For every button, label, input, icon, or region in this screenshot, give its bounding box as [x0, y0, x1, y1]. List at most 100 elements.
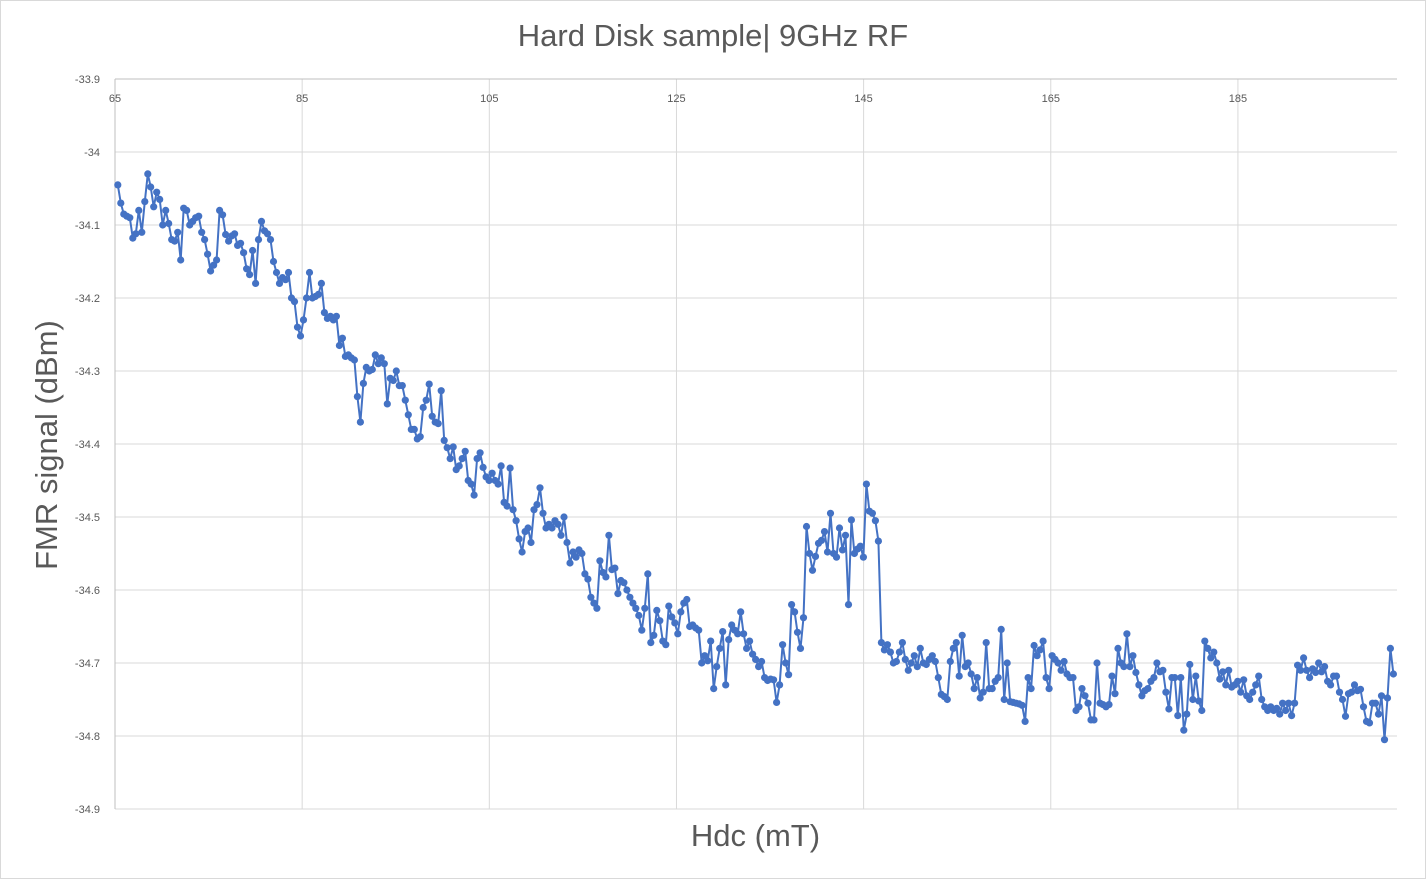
data-point — [970, 685, 978, 693]
data-point — [770, 676, 778, 684]
data-point — [284, 268, 293, 277]
data-point — [1186, 660, 1194, 669]
data-point — [1288, 712, 1296, 720]
data-point — [380, 360, 388, 368]
data-point — [159, 221, 167, 229]
data-point — [1153, 659, 1161, 667]
data-point — [503, 502, 511, 510]
data-point — [240, 249, 248, 257]
x-tick-label: 125 — [667, 93, 685, 105]
data-point — [1359, 703, 1368, 711]
data-point — [539, 509, 547, 517]
data-point — [126, 214, 134, 222]
data-point — [473, 455, 481, 463]
data-point — [1365, 719, 1374, 727]
data-point — [1201, 637, 1209, 645]
data-point — [518, 548, 526, 556]
data-point — [1162, 688, 1170, 696]
data-point — [934, 674, 942, 682]
data-point — [602, 573, 610, 581]
data-point — [410, 425, 418, 433]
data-point — [1347, 688, 1356, 696]
data-point — [1225, 666, 1233, 674]
data-point — [527, 538, 535, 547]
data-point — [1315, 659, 1323, 667]
data-point — [536, 484, 544, 492]
data-point — [198, 228, 206, 236]
data-point — [1204, 644, 1212, 653]
x-tick-label: 105 — [480, 93, 498, 105]
data-point — [704, 657, 712, 665]
data-point — [868, 509, 877, 517]
y-tick-label: -34.4 — [75, 439, 100, 451]
data-point — [195, 212, 203, 220]
data-point — [1249, 688, 1257, 696]
data-point — [877, 639, 886, 647]
data-point — [674, 630, 682, 638]
data-point — [746, 637, 754, 645]
data-point — [1195, 697, 1203, 705]
data-point — [1371, 699, 1380, 707]
data-point — [880, 646, 889, 654]
data-point — [560, 513, 568, 521]
data-point — [275, 279, 284, 287]
data-point — [788, 601, 796, 609]
data-point — [1057, 666, 1065, 674]
x-tick-label: 85 — [296, 93, 308, 105]
data-point — [838, 546, 847, 554]
data-point — [171, 237, 179, 245]
data-point — [982, 639, 990, 647]
y-tick-label: -33.9 — [75, 74, 100, 86]
data-point — [722, 681, 730, 689]
data-point — [650, 631, 658, 639]
data-point — [1159, 666, 1167, 674]
data-point — [776, 681, 784, 689]
data-point — [249, 246, 257, 255]
data-point — [892, 657, 901, 666]
data-point — [820, 528, 829, 536]
data-point — [434, 420, 442, 428]
y-tick-label: -34.7 — [75, 658, 100, 670]
data-point — [246, 271, 254, 279]
data-point — [796, 644, 805, 653]
data-point — [1135, 681, 1143, 689]
data-point — [177, 256, 185, 264]
data-point — [799, 614, 808, 622]
data-point — [662, 641, 670, 649]
data-point — [506, 464, 514, 472]
data-point — [290, 298, 299, 306]
data-point — [557, 531, 565, 539]
data-point — [252, 279, 260, 287]
data-point — [623, 586, 631, 594]
data-point — [605, 531, 613, 539]
data-point — [332, 312, 340, 320]
data-point — [949, 644, 957, 653]
data-point — [512, 517, 520, 525]
data-point — [461, 447, 469, 455]
data-point — [488, 469, 496, 477]
data-point — [1132, 668, 1140, 677]
data-point — [509, 506, 517, 514]
data-point — [1273, 704, 1281, 712]
data-point — [635, 611, 643, 620]
data-point — [593, 604, 601, 612]
data-point — [1258, 695, 1266, 704]
data-point — [665, 602, 673, 610]
data-point — [826, 509, 835, 517]
data-point — [904, 666, 912, 674]
data-point — [1075, 703, 1083, 711]
data-point — [1021, 717, 1029, 726]
data-point — [371, 351, 379, 359]
y-tick-label: -34.8 — [75, 731, 100, 743]
data-point — [263, 230, 272, 238]
data-point — [638, 626, 646, 634]
gridlines — [114, 78, 1397, 810]
data-point — [1177, 674, 1185, 682]
data-point — [422, 396, 430, 404]
data-point — [350, 356, 358, 364]
data-point — [1039, 637, 1047, 645]
data-point — [1207, 654, 1215, 662]
data-point — [150, 203, 158, 211]
data-point — [1054, 659, 1062, 667]
data-point — [698, 659, 706, 667]
